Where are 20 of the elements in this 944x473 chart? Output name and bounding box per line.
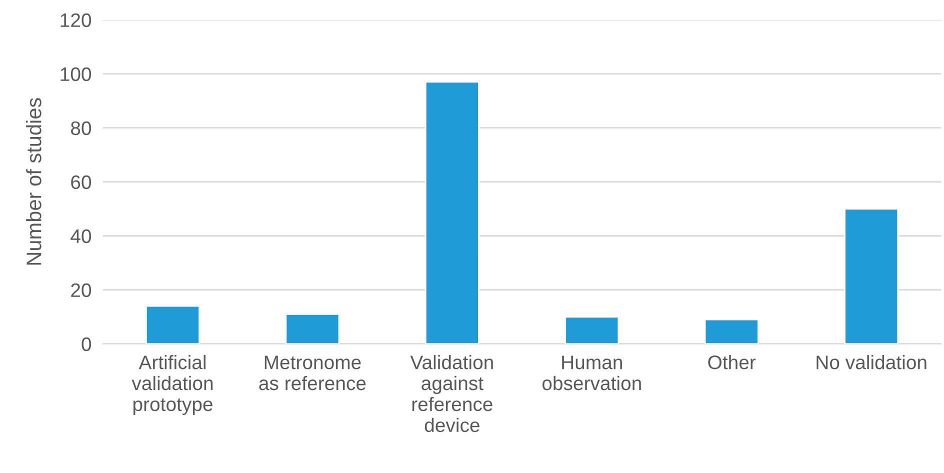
bar — [424, 81, 480, 344]
x-tick-label: No validation — [816, 354, 926, 370]
x-tick-label: Validation against reference device — [410, 354, 493, 432]
x-tick-label: Human observation — [542, 356, 641, 390]
x-tick-label: Artificial validation prototype — [132, 354, 213, 415]
bar — [704, 318, 759, 344]
y-tick-label: 80 — [71, 121, 92, 136]
x-tick-label: Other — [708, 354, 756, 370]
bar — [146, 305, 200, 344]
bar — [564, 316, 620, 344]
bar — [844, 208, 899, 344]
y-tick-label: 120 — [60, 13, 92, 28]
y-tick-label: 40 — [70, 229, 92, 244]
y-tick-label: 100 — [60, 67, 92, 82]
y-tick-label: 20 — [71, 283, 92, 298]
bar — [285, 313, 340, 344]
x-tick-label: Metronome as reference — [259, 356, 366, 390]
y-axis-title: Number of studies — [26, 98, 42, 265]
y-tick-label: 60 — [71, 175, 92, 190]
y-tick-label: 0 — [82, 337, 92, 352]
